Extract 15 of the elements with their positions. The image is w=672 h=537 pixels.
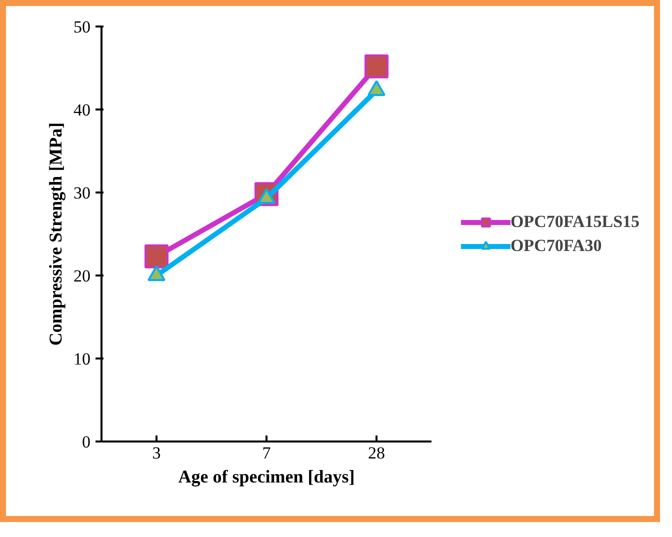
legend-label: OPC70FA30 bbox=[510, 236, 602, 256]
y-axis-title: Compressive Strength [MPa] bbox=[46, 122, 66, 346]
y-tick-label: 30 bbox=[74, 184, 90, 202]
x-tick-label: 7 bbox=[262, 444, 272, 462]
y-tick-label: 10 bbox=[74, 350, 90, 368]
legend-label: OPC70FA15LS15 bbox=[510, 212, 640, 232]
y-tick-label: 0 bbox=[82, 432, 90, 452]
x-tick-label: 28 bbox=[368, 444, 385, 462]
y-tick-label: 40 bbox=[74, 100, 90, 120]
y-tick-label: 20 bbox=[74, 266, 90, 286]
x-tick-label: 3 bbox=[152, 444, 161, 462]
point bbox=[148, 265, 166, 282]
y-tick-label: 50 bbox=[74, 18, 90, 36]
point bbox=[364, 54, 388, 78]
x-axis-title: Age of specimen [days] bbox=[178, 466, 355, 486]
